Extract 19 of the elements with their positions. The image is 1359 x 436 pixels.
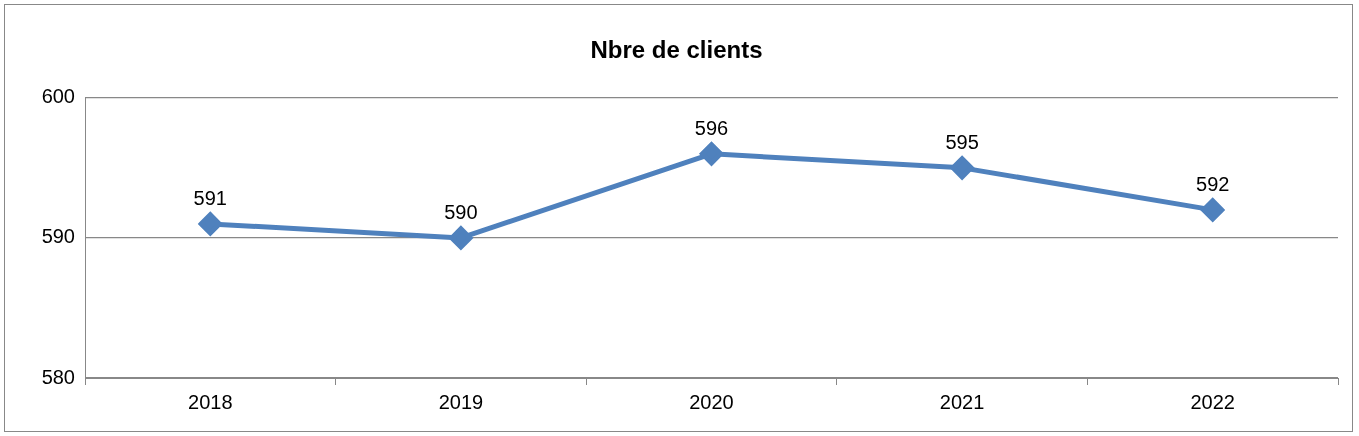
x-tick-label: 2019 [438,390,484,413]
y-tick-label: 600 [41,85,75,108]
point [449,226,473,250]
x-tick-label: 2018 [188,390,233,413]
data-label: 590 [444,201,478,224]
point [198,212,222,236]
x-tick-label: 2020 [689,390,734,413]
point [1201,198,1225,222]
x-tick-label: 2022 [1190,390,1235,413]
data-label: 592 [1196,173,1230,196]
point [700,142,723,166]
y-tick-label: 580 [41,365,75,388]
data-label: 596 [694,117,729,140]
y-tick-label: 590 [41,225,75,248]
chart-title: Nbre de clients [590,36,763,64]
data-label: 591 [193,187,227,210]
data-label: 595 [945,131,979,154]
point [950,156,974,180]
x-tick-label: 2021 [939,390,985,413]
